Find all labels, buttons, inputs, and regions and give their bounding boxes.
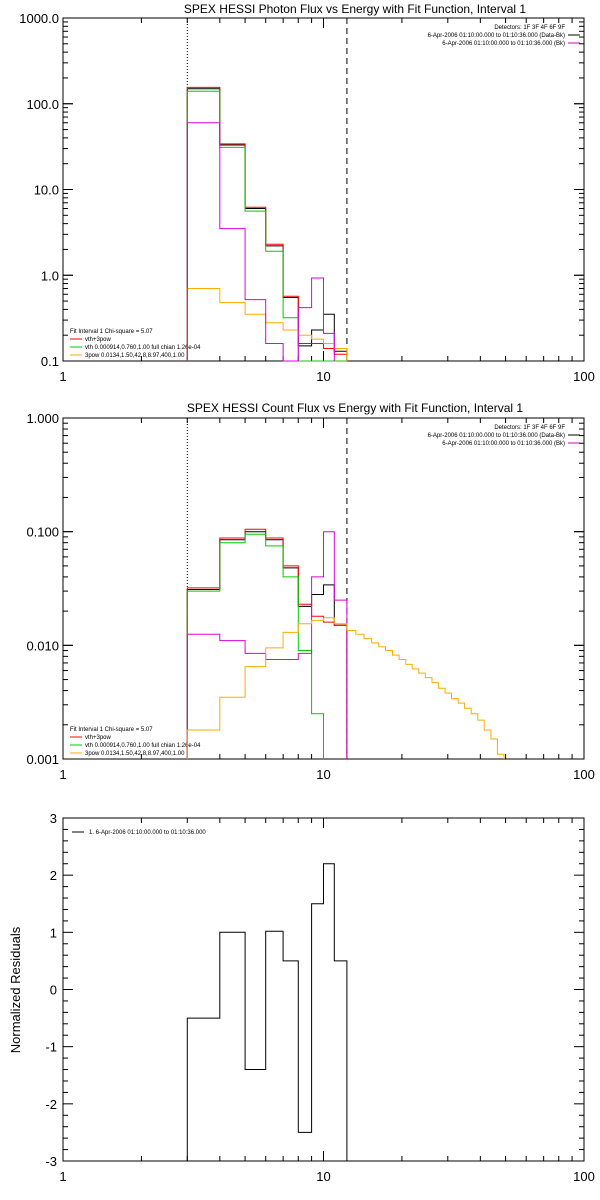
panel-1-ytick-label: 1.0 — [41, 268, 59, 283]
panel-3-ytick-label: -2 — [45, 1097, 57, 1112]
panel-1-series-3 — [186, 288, 348, 361]
panel-3-ytick-label: 2 — [50, 868, 57, 883]
panel-3-legend: 1. 6-Apr-2006 01:10:00.000 to 01:10:36.0… — [89, 830, 206, 836]
panel-2-3pow-params: 3pow 0.0134,1.50,42.8,8.97,400,1.00 — [85, 751, 185, 757]
panel-photon-flux: SPEX HESSI Photon Flux vs Energy with Fi… — [19, 2, 595, 384]
panel-1-fit-interval: Fit Interval 1 Chi-square = 5.07 — [70, 329, 153, 335]
panel-2-title: SPEX HESSI Count Flux vs Energy with Fit… — [187, 401, 523, 415]
panel-2-ytick-label: 1.000 — [26, 411, 59, 426]
panel-2-fit-interval: Fit Interval 1 Chi-square = 5.07 — [70, 727, 153, 733]
panel-1-info-left: Fit Interval 1 Chi-square = 5.07 vth+3po… — [70, 329, 201, 359]
panel-2-series-0 — [186, 531, 348, 759]
panel-2-xtick-label: 1 — [59, 767, 66, 782]
panel-2-ytick-label: 0.010 — [26, 638, 59, 653]
panel-1-detectors: Detectors: 1F 3F 4F 6F 9F — [494, 25, 565, 31]
panel-2-detectors: Detectors: 1F 3F 4F 6F 9F — [494, 425, 565, 431]
panel-2-series-3 — [186, 531, 348, 759]
panel-3-ytick-label: 1 — [50, 925, 57, 940]
panel-2-vth-params: vth 0.000914,0.760,1.00 full chian 1.26e… — [85, 743, 201, 749]
panel-1-3pow-params: 3pow 0.0134,1.50,42.8,8.97,400,1.00 — [85, 353, 185, 359]
panel-2-interval-data-bk: 6-Apr-2006 01:10:00.000 to 01:10:36.000 … — [428, 433, 565, 439]
panel-1-vth-params: vth 0.000914,0.760,1.00 full chian 1.26e… — [85, 345, 201, 351]
panel-2-info-left: Fit Interval 1 Chi-square = 5.07 vth+3po… — [70, 727, 201, 757]
panel-1-title: SPEX HESSI Photon Flux vs Energy with Fi… — [184, 2, 526, 16]
panel-2-ytick-label: 0.100 — [26, 525, 59, 540]
panel-1-ytick-label: 10.0 — [34, 183, 59, 198]
panel-3-xtick-label: 10 — [316, 1169, 330, 1184]
panel-1-ytick-label: 1000.0 — [19, 11, 59, 26]
panel-1-xtick-label: 1 — [59, 369, 66, 384]
panel-1-xtick-label: 100 — [573, 369, 595, 384]
panel-3-ytick-label: -3 — [45, 1154, 57, 1169]
panel-2-series-2 — [186, 533, 324, 759]
panel-1-series-1 — [186, 86, 348, 361]
panel-count-flux: SPEX HESSI Count Flux vs Energy with Fit… — [26, 401, 594, 782]
panel-3-ytick-label: -1 — [45, 1040, 57, 1055]
panel-2-ytick-label: 0.001 — [26, 752, 59, 767]
panel-2-series-1 — [186, 528, 348, 759]
panel-1-ytick-label: 100.0 — [26, 97, 59, 112]
panel-3-series-0 — [186, 863, 348, 1161]
panel-3-ylabel: Normalized Residuals — [8, 926, 23, 1053]
panel-1-ytick-label: 0.1 — [41, 354, 59, 369]
panel-3-ytick-label: 3 — [50, 811, 57, 826]
panel-1-fit-function: vth+3pow — [85, 337, 112, 343]
panel-2-xtick-label: 100 — [573, 767, 595, 782]
panel-1-info-right: Detectors: 1F 3F 4F 6F 9F 6-Apr-2006 01:… — [428, 25, 580, 47]
panel-1-series-2 — [186, 90, 347, 362]
panel-2-fit-function: vth+3pow — [85, 735, 112, 741]
panel-2-series-4 — [186, 617, 505, 759]
panel-2-interval-bk: 6-Apr-2006 01:10:00.000 to 01:10:36.000 … — [442, 441, 565, 447]
panel-1-interval-data-bk: 6-Apr-2006 01:10:00.000 to 01:10:36.000 … — [428, 33, 565, 39]
panel-2-xtick-label: 10 — [316, 767, 330, 782]
panel-1-interval-bk: 6-Apr-2006 01:10:00.000 to 01:10:36.000 … — [442, 41, 565, 47]
panel-3-xtick-label: 1 — [59, 1169, 66, 1184]
panel-residuals: Normalized Residuals 1. 6-Apr-2006 01:10… — [8, 811, 595, 1184]
panel-2-info-right: Detectors: 1F 3F 4F 6F 9F 6-Apr-2006 01:… — [428, 425, 580, 447]
panel-3-xtick-label: 100 — [573, 1169, 595, 1184]
panel-1-series-0 — [186, 88, 348, 361]
panel-3-ytick-label: 0 — [50, 983, 57, 998]
panel-1-xtick-label: 10 — [316, 369, 330, 384]
panel-1-series-4 — [186, 122, 335, 362]
